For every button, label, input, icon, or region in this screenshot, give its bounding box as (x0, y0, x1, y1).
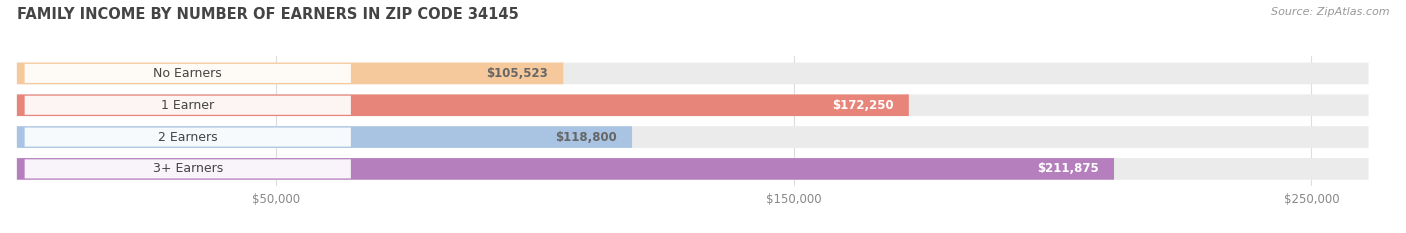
FancyBboxPatch shape (17, 126, 1368, 148)
FancyBboxPatch shape (17, 94, 908, 116)
Text: $172,250: $172,250 (832, 99, 893, 112)
FancyBboxPatch shape (17, 63, 564, 84)
FancyBboxPatch shape (17, 63, 1368, 84)
Text: FAMILY INCOME BY NUMBER OF EARNERS IN ZIP CODE 34145: FAMILY INCOME BY NUMBER OF EARNERS IN ZI… (17, 7, 519, 22)
Text: $211,875: $211,875 (1036, 162, 1098, 175)
FancyBboxPatch shape (25, 96, 352, 115)
FancyBboxPatch shape (25, 127, 352, 147)
Text: Source: ZipAtlas.com: Source: ZipAtlas.com (1271, 7, 1389, 17)
FancyBboxPatch shape (25, 64, 352, 83)
FancyBboxPatch shape (17, 94, 1368, 116)
Text: $105,523: $105,523 (486, 67, 548, 80)
Text: $118,800: $118,800 (555, 130, 616, 144)
Text: No Earners: No Earners (153, 67, 222, 80)
Text: 2 Earners: 2 Earners (157, 130, 218, 144)
FancyBboxPatch shape (17, 126, 633, 148)
Text: 3+ Earners: 3+ Earners (153, 162, 224, 175)
Text: 1 Earner: 1 Earner (162, 99, 214, 112)
FancyBboxPatch shape (25, 159, 352, 178)
FancyBboxPatch shape (17, 158, 1368, 180)
FancyBboxPatch shape (17, 158, 1114, 180)
